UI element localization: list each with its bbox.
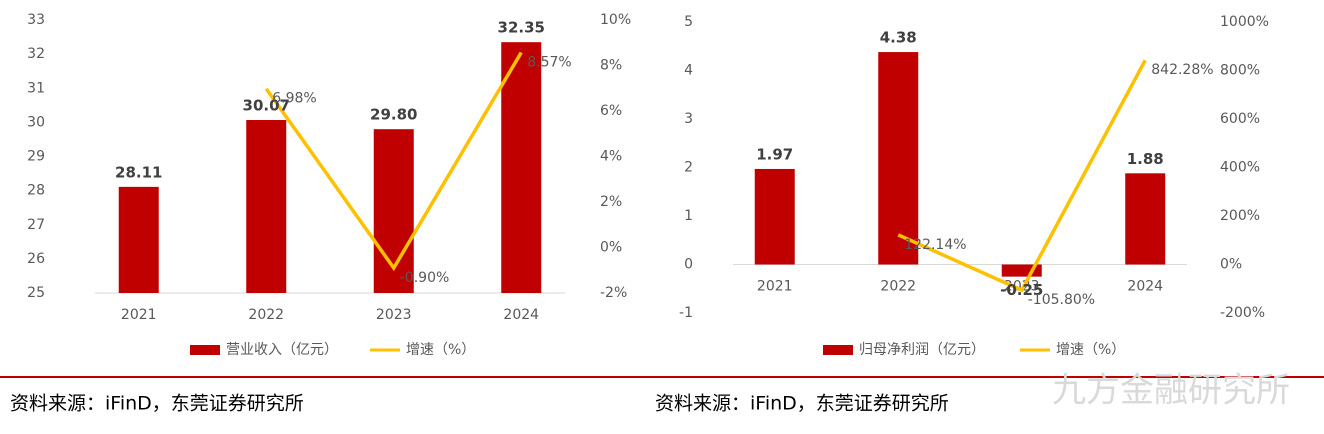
legend-label: 增速（%）	[406, 342, 475, 358]
y-tick-label: 1	[684, 208, 693, 224]
y2-tick-label: 6%	[600, 103, 622, 119]
y-tick-label: 33	[27, 12, 45, 28]
x-tick-label: 2021	[121, 307, 157, 323]
y-tick-label: 27	[27, 217, 45, 233]
x-tick-label: 2022	[880, 279, 916, 295]
y2-tick-label: -200%	[1220, 305, 1265, 321]
source: 资料来源：iFinD，东莞证券研究所	[655, 393, 949, 415]
line-label: -0.90%	[400, 270, 450, 286]
y-tick-label: -1	[679, 305, 693, 321]
bar	[878, 52, 919, 265]
source: 资料来源：iFinD，东莞证券研究所	[10, 393, 304, 415]
legend-swatch	[823, 345, 853, 355]
y-tick-label: 29	[27, 149, 45, 165]
bar-label: 28.11	[115, 163, 162, 181]
bar	[754, 168, 795, 265]
bar	[118, 186, 159, 293]
y-tick-label: 5	[684, 14, 693, 30]
y2-tick-label: 0%	[1220, 257, 1242, 273]
bar-label: -0.25	[1000, 281, 1043, 299]
bar	[246, 119, 287, 293]
line-label: -105.80%	[1028, 292, 1095, 308]
bar	[501, 42, 542, 294]
y2-tick-label: 200%	[1220, 208, 1260, 224]
bar-label: 29.80	[370, 106, 417, 124]
legend-label: 归母净利润（亿元）	[859, 341, 985, 358]
line-label: 6.98%	[272, 91, 316, 107]
y-tick-label: 3	[684, 111, 693, 127]
y2-tick-label: 0%	[600, 240, 622, 256]
watermark: 九方金融研究所	[1052, 371, 1290, 411]
y-tick-label: 32	[27, 46, 45, 62]
y-tick-label: 31	[27, 80, 45, 96]
y2-tick-label: 800%	[1220, 63, 1260, 79]
y2-tick-label: 2%	[600, 194, 622, 210]
x-tick-label: 2023	[376, 307, 412, 323]
x-tick-label: 2022	[248, 307, 284, 323]
y2-tick-label: 400%	[1220, 160, 1260, 176]
x-tick-label: 2024	[1127, 279, 1163, 295]
line-label: 8.57%	[527, 55, 571, 71]
y-tick-label: 2	[684, 160, 693, 176]
y2-tick-label: 10%	[600, 12, 631, 28]
bar	[1125, 173, 1166, 265]
x-tick-label: 2021	[757, 279, 793, 295]
y2-tick-label: 600%	[1220, 111, 1260, 127]
bar-label: 1.88	[1127, 150, 1164, 168]
y2-tick-label: 8%	[600, 58, 622, 74]
bar-label: 1.97	[756, 145, 793, 163]
bar-label: 32.35	[498, 19, 545, 37]
x-tick-label: 2024	[503, 307, 539, 323]
y-tick-label: 28	[27, 183, 45, 199]
line-label: 842.28%	[1151, 62, 1213, 78]
line	[897, 59, 1147, 293]
bar-label: 4.38	[880, 29, 917, 47]
y-tick-label: 4	[684, 63, 693, 79]
line	[264, 51, 523, 272]
y-tick-label: 26	[27, 251, 45, 267]
y2-tick-label: -2%	[600, 285, 627, 301]
line-label: 122.14%	[904, 237, 966, 253]
y2-tick-label: 4%	[600, 149, 622, 165]
y2-tick-label: 1000%	[1220, 14, 1269, 30]
y-tick-label: 30	[27, 114, 45, 130]
bar-label: 30.07	[243, 96, 290, 114]
legend-label: 营业收入（亿元）	[226, 342, 338, 358]
legend-label: 增速（%）	[1056, 342, 1125, 358]
legend-swatch	[190, 345, 220, 355]
y-tick-label: 0	[684, 257, 693, 273]
y-tick-label: 25	[27, 285, 45, 301]
